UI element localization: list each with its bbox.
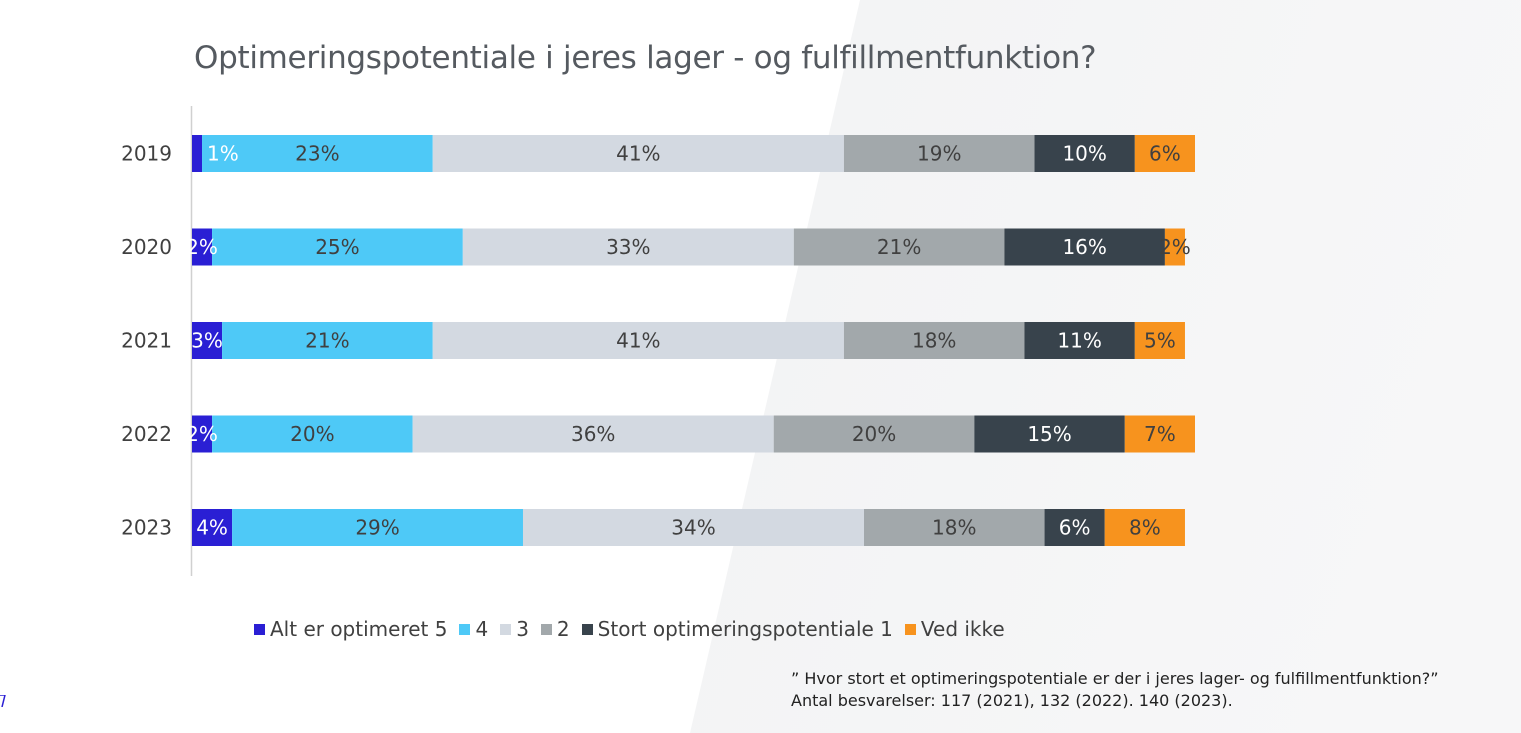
bar-segment — [462, 228, 794, 266]
data-label: 21% — [877, 235, 921, 259]
bar-segment — [192, 509, 233, 546]
data-label: 41% — [616, 329, 660, 353]
corner-logo-fragment — [0, 695, 6, 707]
data-label: 16% — [1062, 235, 1106, 259]
legend-swatch — [540, 623, 552, 635]
bar-segment — [192, 228, 213, 266]
data-label: 3% — [191, 329, 223, 353]
legend-swatch — [904, 623, 916, 635]
category-tick-label: 2020 — [121, 235, 172, 259]
data-label: 10% — [1062, 142, 1106, 166]
legend: Alt er optimeret 5 4 3 2 Stort optimeringspo… — [254, 617, 1017, 641]
legend-label: Stort optimeringspotentiale 1 — [597, 617, 893, 641]
bar-segment — [1164, 228, 1185, 266]
bar-segment — [1124, 415, 1195, 453]
bar-segment — [432, 135, 844, 172]
data-label: 23% — [295, 142, 339, 166]
bar-segment — [793, 228, 1005, 266]
bar-segment — [1134, 135, 1195, 172]
data-label: 11% — [1057, 329, 1101, 353]
legend-swatch — [581, 623, 593, 635]
data-label: 21% — [305, 329, 349, 353]
data-label: 15% — [1027, 422, 1071, 446]
chart-title: Optimeringspotentiale i jeres lager - og… — [194, 40, 1097, 76]
data-label: 19% — [917, 142, 961, 166]
legend-item: Stort optimeringspotentiale 1 — [581, 617, 893, 641]
data-label: 18% — [912, 329, 956, 353]
legend-item: Alt er optimeret 5 — [254, 617, 447, 641]
data-label: 6% — [1059, 516, 1091, 540]
bar-segment — [192, 135, 203, 172]
legend-label: Alt er optimeret 5 — [270, 617, 448, 641]
footnote: ” Hvor stort et optimeringspotentiale er… — [791, 668, 1439, 712]
bar-segment — [1104, 509, 1185, 546]
data-label: 8% — [1129, 516, 1161, 540]
bar-segment — [412, 415, 774, 453]
bar-segment — [864, 509, 1045, 546]
data-label: 36% — [571, 422, 615, 446]
legend-item: 3 — [500, 617, 529, 641]
data-label: 33% — [606, 235, 650, 259]
bar-segment — [1134, 322, 1185, 359]
legend-label: 4 — [475, 617, 489, 641]
bar-segment — [192, 322, 223, 359]
data-label: 2% — [1159, 235, 1191, 259]
data-label: 41% — [616, 142, 660, 166]
legend-label: 3 — [516, 617, 529, 641]
data-label: 7% — [1144, 422, 1176, 446]
legend-swatch — [459, 623, 471, 635]
category-tick-label: 2023 — [121, 516, 172, 540]
data-label: 5% — [1144, 329, 1176, 353]
data-label: 6% — [1149, 142, 1181, 166]
bar-segment — [212, 228, 463, 266]
data-label: 29% — [355, 516, 399, 540]
bar-segment — [1024, 322, 1135, 359]
bar-segment — [232, 509, 523, 546]
data-label: 20% — [290, 422, 334, 446]
data-label: 2% — [186, 235, 218, 259]
bar-segment — [1034, 135, 1135, 172]
data-label: 34% — [671, 516, 715, 540]
data-label: 2% — [186, 422, 218, 446]
category-tick-label: 2019 — [121, 142, 172, 166]
data-label: 4% — [196, 516, 228, 540]
bar-segment — [1044, 509, 1105, 546]
bar-segment — [773, 415, 975, 453]
bar-segment — [843, 322, 1025, 359]
bar-segment — [222, 322, 433, 359]
bar-segment — [522, 509, 865, 546]
legend-label: Ved ikke — [920, 617, 1005, 641]
bar-segment — [974, 415, 1125, 453]
footnote-question: ” Hvor stort et optimeringspotentiale er… — [791, 669, 1439, 688]
legend-label: 2 — [556, 617, 570, 641]
data-label: 1% — [207, 142, 239, 166]
bar-segment — [1004, 228, 1165, 266]
legend-swatch — [254, 623, 265, 635]
bar-segment — [432, 322, 844, 359]
category-tick-label: 2022 — [121, 422, 172, 446]
data-label: 25% — [315, 235, 359, 259]
bar-segment — [202, 135, 433, 172]
bar-segment — [212, 415, 413, 453]
category-tick-label: 2021 — [121, 329, 172, 353]
bar-segment — [843, 135, 1035, 172]
data-label: 20% — [852, 422, 896, 446]
legend-item: Ved ikke — [904, 617, 1005, 641]
footnote-response-count: Antal besvarelser: 117 (2021), 132 (2022… — [791, 691, 1233, 710]
legend-item: 4 — [459, 617, 488, 641]
data-label: 18% — [932, 516, 976, 540]
legend-item: 2 — [540, 617, 570, 641]
bar-segment — [192, 415, 213, 453]
legend-swatch — [500, 623, 512, 635]
